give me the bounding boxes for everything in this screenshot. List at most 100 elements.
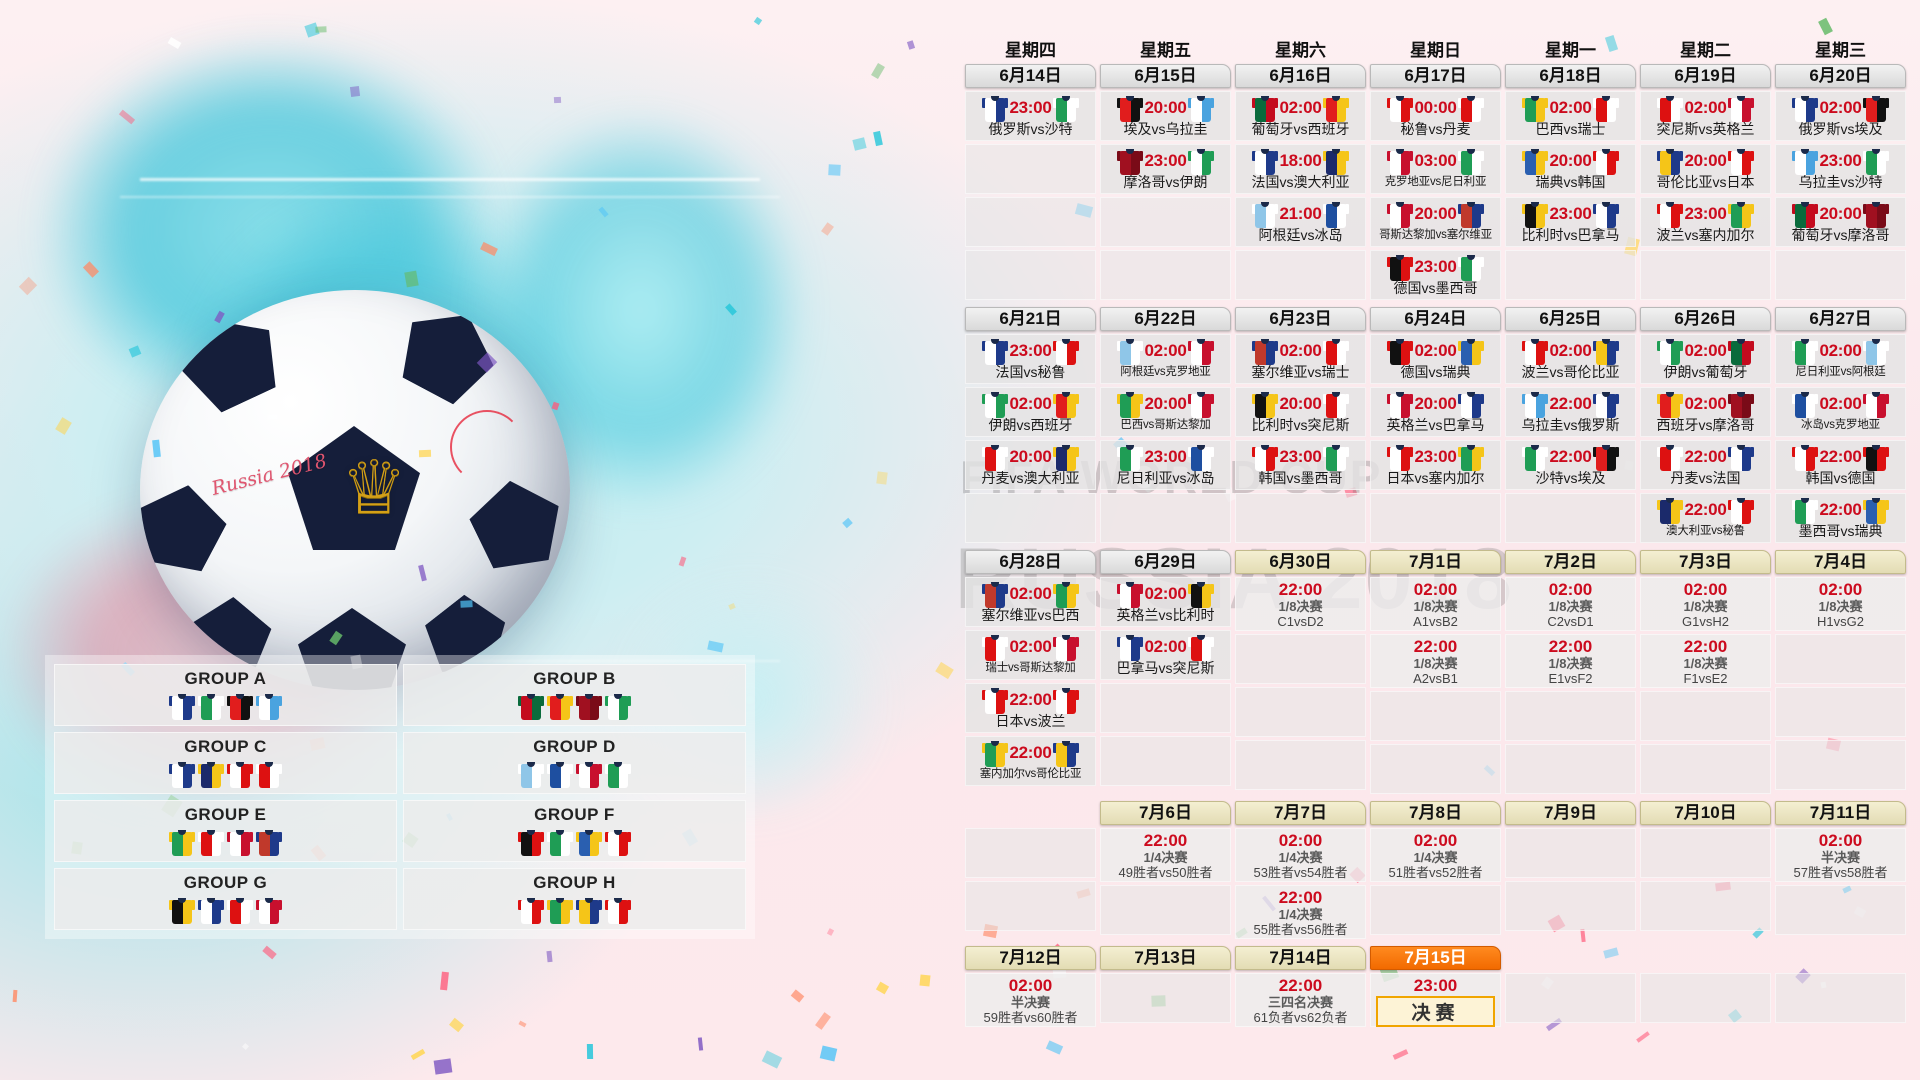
date-header[interactable]: 6月19日	[1640, 64, 1771, 88]
match-card[interactable]: 23:00 尼日利亚vs冰岛	[1100, 440, 1231, 490]
date-header[interactable]: 6月23日	[1235, 307, 1366, 331]
match-card[interactable]: 02:00 瑞士vs哥斯达黎加	[965, 630, 1096, 680]
match-card-knockout[interactable]: 22:00 1/8决赛 F1vsE2	[1640, 634, 1771, 688]
match-card[interactable]: 02:00 波兰vs哥伦比亚	[1505, 334, 1636, 384]
match-card[interactable]: 23:00 比利时vs巴拿马	[1505, 197, 1636, 247]
date-header[interactable]: 7月10日	[1640, 801, 1771, 825]
match-card[interactable]: 00:00 秘鲁vs丹麦	[1370, 91, 1501, 141]
match-card[interactable]: 20:00 比利时vs突尼斯	[1235, 387, 1366, 437]
match-card-final[interactable]: 23:00 决赛	[1370, 973, 1501, 1027]
date-header[interactable]: 7月15日	[1370, 946, 1501, 970]
date-header[interactable]: 6月18日	[1505, 64, 1636, 88]
match-card-knockout[interactable]: 02:00 半决赛 59胜者vs60胜者	[965, 973, 1096, 1027]
group-card-group-e[interactable]: GROUP E	[54, 800, 397, 862]
match-card-knockout[interactable]: 22:00 1/4决赛 55胜者vs56胜者	[1235, 885, 1366, 939]
match-card[interactable]: 22:00 墨西哥vs瑞典	[1775, 493, 1906, 543]
match-card[interactable]: 22:00 乌拉圭vs俄罗斯	[1505, 387, 1636, 437]
match-card[interactable]: 21:00 阿根廷vs冰岛	[1235, 197, 1366, 247]
match-card[interactable]: 02:00 德国vs瑞典	[1370, 334, 1501, 384]
match-card[interactable]: 23:00 俄罗斯vs沙特	[965, 91, 1096, 141]
match-card[interactable]: 02:00 英格兰vs比利时	[1100, 577, 1231, 627]
date-header[interactable]: 7月4日	[1775, 550, 1906, 574]
match-card[interactable]: 23:00 乌拉圭vs沙特	[1775, 144, 1906, 194]
match-card[interactable]: 20:00 瑞典vs韩国	[1505, 144, 1636, 194]
match-card[interactable]: 20:00 巴西vs哥斯达黎加	[1100, 387, 1231, 437]
match-card[interactable]: 22:00 日本vs波兰	[965, 683, 1096, 733]
group-card-group-b[interactable]: GROUP B	[403, 664, 746, 726]
match-card[interactable]: 20:00 哥伦比亚vs日本	[1640, 144, 1771, 194]
match-card[interactable]: 22:00 沙特vs埃及	[1505, 440, 1636, 490]
date-header[interactable]: 7月11日	[1775, 801, 1906, 825]
match-card[interactable]: 02:00 巴拿马vs突尼斯	[1100, 630, 1231, 680]
match-card-knockout[interactable]: 22:00 1/8决赛 C1vsD2	[1235, 577, 1366, 631]
date-header[interactable]: 7月6日	[1100, 801, 1231, 825]
match-card[interactable]: 02:00 葡萄牙vs西班牙	[1235, 91, 1366, 141]
date-header[interactable]: 7月8日	[1370, 801, 1501, 825]
match-card-knockout[interactable]: 02:00 1/8决赛 H1vsG2	[1775, 577, 1906, 631]
match-card[interactable]: 03:00 克罗地亚vs尼日利亚	[1370, 144, 1501, 194]
date-header[interactable]: 6月25日	[1505, 307, 1636, 331]
match-card[interactable]: 02:00 西班牙vs摩洛哥	[1640, 387, 1771, 437]
date-header[interactable]: 6月20日	[1775, 64, 1906, 88]
date-header[interactable]: 7月3日	[1640, 550, 1771, 574]
match-card[interactable]: 23:00 日本vs塞内加尔	[1370, 440, 1501, 490]
match-card-knockout[interactable]: 02:00 1/4决赛 51胜者vs52胜者	[1370, 828, 1501, 882]
date-header[interactable]: 6月24日	[1370, 307, 1501, 331]
match-card[interactable]: 02:00 塞尔维亚vs瑞士	[1235, 334, 1366, 384]
match-card[interactable]: 02:00 阿根廷vs克罗地亚	[1100, 334, 1231, 384]
group-card-group-a[interactable]: GROUP A	[54, 664, 397, 726]
match-card-knockout[interactable]: 02:00 1/4决赛 53胜者vs54胜者	[1235, 828, 1366, 882]
date-header[interactable]: 6月21日	[965, 307, 1096, 331]
match-card[interactable]: 23:00 摩洛哥vs伊朗	[1100, 144, 1231, 194]
match-card-knockout[interactable]: 02:00 1/8决赛 G1vsH2	[1640, 577, 1771, 631]
match-card[interactable]: 23:00 法国vs秘鲁	[965, 334, 1096, 384]
match-card[interactable]: 02:00 伊朗vs葡萄牙	[1640, 334, 1771, 384]
match-card[interactable]: 23:00 德国vs墨西哥	[1370, 250, 1501, 300]
match-card-knockout[interactable]: 02:00 1/8决赛 A1vsB2	[1370, 577, 1501, 631]
date-header[interactable]: 6月15日	[1100, 64, 1231, 88]
date-header[interactable]: 6月27日	[1775, 307, 1906, 331]
match-card[interactable]: 20:00 英格兰vs巴拿马	[1370, 387, 1501, 437]
match-card[interactable]: 02:00 俄罗斯vs埃及	[1775, 91, 1906, 141]
date-header[interactable]: 7月2日	[1505, 550, 1636, 574]
match-card-knockout[interactable]: 22:00 1/4决赛 49胜者vs50胜者	[1100, 828, 1231, 882]
match-card-knockout[interactable]: 02:00 半决赛 57胜者vs58胜者	[1775, 828, 1906, 882]
date-header[interactable]: 7月7日	[1235, 801, 1366, 825]
match-card[interactable]: 22:00 丹麦vs法国	[1640, 440, 1771, 490]
group-card-group-f[interactable]: GROUP F	[403, 800, 746, 862]
match-card-knockout[interactable]: 22:00 1/8决赛 E1vsF2	[1505, 634, 1636, 688]
date-header[interactable]: 7月12日	[965, 946, 1096, 970]
match-card[interactable]: 02:00 尼日利亚vs阿根廷	[1775, 334, 1906, 384]
match-card[interactable]: 18:00 法国vs澳大利亚	[1235, 144, 1366, 194]
match-card[interactable]: 23:00 波兰vs塞内加尔	[1640, 197, 1771, 247]
match-card[interactable]: 22:00 澳大利亚vs秘鲁	[1640, 493, 1771, 543]
date-header[interactable]: 7月1日	[1370, 550, 1501, 574]
group-card-group-h[interactable]: GROUP H	[403, 868, 746, 930]
date-header[interactable]: 6月17日	[1370, 64, 1501, 88]
group-card-group-g[interactable]: GROUP G	[54, 868, 397, 930]
group-card-group-c[interactable]: GROUP C	[54, 732, 397, 794]
date-header[interactable]: 6月22日	[1100, 307, 1231, 331]
match-card[interactable]: 20:00 葡萄牙vs摩洛哥	[1775, 197, 1906, 247]
date-header[interactable]: 6月26日	[1640, 307, 1771, 331]
match-card[interactable]: 02:00 突尼斯vs英格兰	[1640, 91, 1771, 141]
match-card[interactable]: 20:00 丹麦vs澳大利亚	[965, 440, 1096, 490]
date-header[interactable]: 7月14日	[1235, 946, 1366, 970]
date-header[interactable]: 6月16日	[1235, 64, 1366, 88]
match-card-knockout[interactable]: 02:00 1/8决赛 C2vsD1	[1505, 577, 1636, 631]
match-card[interactable]: 02:00 巴西vs瑞士	[1505, 91, 1636, 141]
match-card[interactable]: 22:00 塞内加尔vs哥伦比亚	[965, 736, 1096, 786]
date-header[interactable]: 6月30日	[1235, 550, 1366, 574]
match-card[interactable]: 22:00 韩国vs德国	[1775, 440, 1906, 490]
match-card[interactable]: 02:00 塞尔维亚vs巴西	[965, 577, 1096, 627]
match-card[interactable]: 20:00 埃及vs乌拉圭	[1100, 91, 1231, 141]
match-card[interactable]: 02:00 伊朗vs西班牙	[965, 387, 1096, 437]
match-card-knockout[interactable]: 22:00 1/8决赛 A2vsB1	[1370, 634, 1501, 688]
date-header[interactable]: 7月13日	[1100, 946, 1231, 970]
date-header[interactable]: 6月14日	[965, 64, 1096, 88]
match-card[interactable]: 20:00 哥斯达黎加vs塞尔维亚	[1370, 197, 1501, 247]
date-header[interactable]: 6月28日	[965, 550, 1096, 574]
match-card[interactable]: 23:00 韩国vs墨西哥	[1235, 440, 1366, 490]
match-card-knockout[interactable]: 22:00 三四名决赛 61负者vs62负者	[1235, 973, 1366, 1027]
date-header[interactable]: 7月9日	[1505, 801, 1636, 825]
